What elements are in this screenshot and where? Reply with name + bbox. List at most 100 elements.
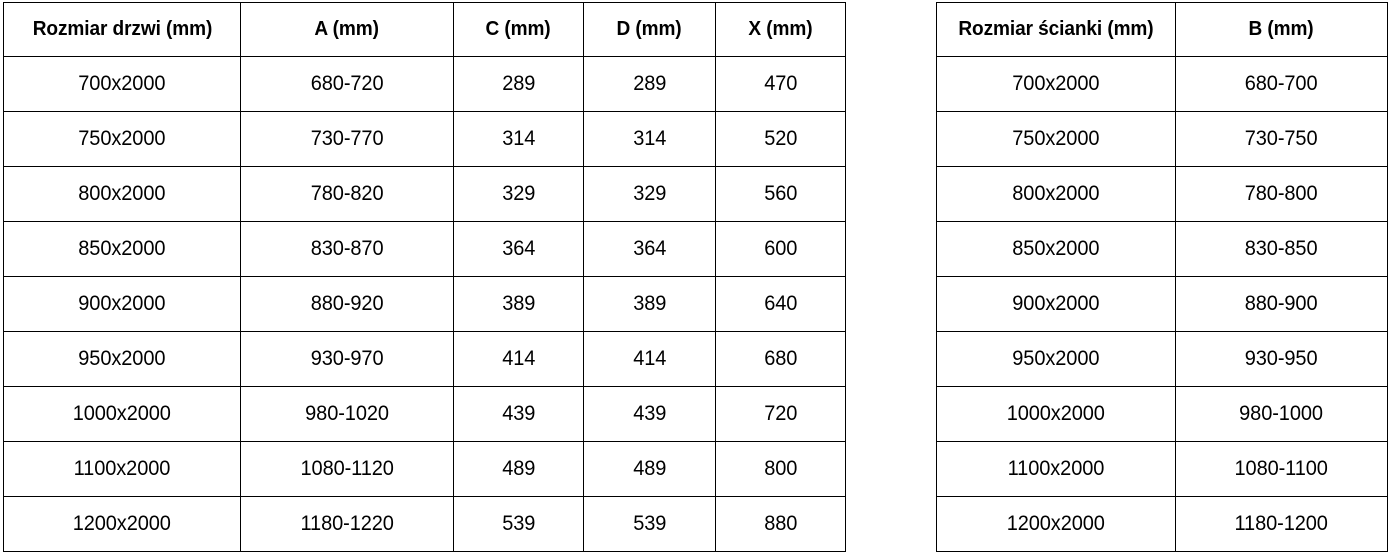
door-size-cell: 1100x2000 — [3, 441, 241, 497]
door-value-cell: 289 — [453, 56, 584, 112]
door-size-cell: 1000x2000 — [3, 386, 241, 442]
door-value-cell: 730-770 — [240, 111, 454, 167]
cell-value: 750x2000 — [1012, 126, 1100, 151]
cell-value: 560 — [763, 181, 798, 206]
door-table-head: Rozmiar drzwi (mm) A (mm) C (mm) D (mm) X (m… — [3, 2, 846, 57]
cell-value: 930-950 — [1245, 346, 1318, 371]
cell-value: 750x2000 — [78, 126, 166, 151]
door-value-cell: 880-920 — [240, 276, 454, 332]
cell-value: 1200x2000 — [72, 511, 172, 536]
table-row: 1100x2000 1080-1100 — [936, 441, 1388, 497]
cell-value: 600 — [763, 236, 798, 261]
door-value-cell: 800 — [715, 441, 846, 497]
door-table-body: 700x2000 680-720 289 289 470 750x2000 730-770 3… — [3, 56, 846, 552]
door-value-cell: 329 — [583, 166, 716, 222]
cell-value: 830-850 — [1245, 236, 1318, 261]
door-size-cell: 1200x2000 — [3, 496, 241, 552]
wall-size-cell: 1200x2000 — [936, 496, 1176, 552]
door-value-cell: 560 — [715, 166, 846, 222]
table-row: 950x2000 930-970 414 414 680 — [3, 331, 846, 387]
cell-value: 1180-1200 — [1234, 511, 1329, 536]
door-value-cell: 680 — [715, 331, 846, 387]
cell-value: 680 — [763, 346, 798, 371]
door-column-header: D (mm) — [583, 2, 716, 57]
cell-value: 414 — [501, 346, 536, 371]
column-header-label: D (mm) — [616, 17, 683, 41]
table-row: 750x2000 730-750 — [936, 111, 1388, 167]
cell-value: 364 — [632, 236, 667, 261]
door-column-header: C (mm) — [453, 2, 584, 57]
cell-value: 1100x2000 — [1007, 456, 1105, 481]
wall-size-cell: 800x2000 — [936, 166, 1176, 222]
door-value-cell: 489 — [453, 441, 584, 497]
wall-size-cell: 700x2000 — [936, 56, 1176, 112]
wall-size-cell: 850x2000 — [936, 221, 1176, 277]
cell-value: 680-700 — [1245, 71, 1318, 96]
table-row: 850x2000 830-870 364 364 600 — [3, 221, 846, 277]
column-header-label: B (mm) — [1248, 17, 1315, 41]
table-row: 850x2000 830-850 — [936, 221, 1388, 277]
cell-value: 880-920 — [310, 291, 384, 316]
cell-value: 414 — [632, 346, 667, 371]
cell-value: 470 — [763, 71, 798, 96]
table-header-row: Rozmiar ścianki (mm) B (mm) — [936, 2, 1388, 57]
wall-value-cell: 1080-1100 — [1175, 441, 1388, 497]
table-header-row: Rozmiar drzwi (mm) A (mm) C (mm) D (mm) X (m… — [3, 2, 846, 57]
cell-value: 1100x2000 — [73, 456, 171, 481]
cell-value: 520 — [763, 126, 798, 151]
wall-value-cell: 930-950 — [1175, 331, 1388, 387]
door-column-header: Rozmiar drzwi (mm) — [3, 2, 241, 57]
table-row: 700x2000 680-700 — [936, 56, 1388, 112]
door-value-cell: 414 — [453, 331, 584, 387]
cell-value: 950x2000 — [1012, 346, 1100, 371]
cell-value: 800 — [763, 456, 798, 481]
cell-value: 850x2000 — [78, 236, 166, 261]
door-value-cell: 880 — [715, 496, 846, 552]
door-value-cell: 720 — [715, 386, 846, 442]
table-row: 900x2000 880-900 — [936, 276, 1388, 332]
door-value-cell: 329 — [453, 166, 584, 222]
table-row: 1200x2000 1180-1220 539 539 880 — [3, 496, 846, 552]
cell-value: 800x2000 — [1012, 181, 1100, 206]
table-row: 1000x2000 980-1000 — [936, 386, 1388, 442]
cell-value: 800x2000 — [78, 181, 166, 206]
door-value-cell: 314 — [583, 111, 716, 167]
wall-column-header: B (mm) — [1175, 2, 1388, 57]
cell-value: 329 — [501, 181, 536, 206]
wall-size-cell: 750x2000 — [936, 111, 1176, 167]
door-value-cell: 489 — [583, 441, 716, 497]
cell-value: 700x2000 — [78, 71, 166, 96]
door-value-cell: 1180-1220 — [240, 496, 454, 552]
cell-value: 329 — [632, 181, 667, 206]
cell-value: 730-770 — [310, 126, 384, 151]
table-row: 750x2000 730-770 314 314 520 — [3, 111, 846, 167]
door-value-cell: 314 — [453, 111, 584, 167]
table-row: 1100x2000 1080-1120 489 489 800 — [3, 441, 846, 497]
cell-value: 930-970 — [310, 346, 384, 371]
door-size-cell: 950x2000 — [3, 331, 241, 387]
table-row: 800x2000 780-800 — [936, 166, 1388, 222]
cell-value: 439 — [501, 401, 536, 426]
wall-column-header: Rozmiar ścianki (mm) — [936, 2, 1176, 57]
door-value-cell: 780-820 — [240, 166, 454, 222]
door-value-cell: 539 — [583, 496, 716, 552]
table-row: 800x2000 780-820 329 329 560 — [3, 166, 846, 222]
door-value-cell: 389 — [453, 276, 584, 332]
door-size-cell: 850x2000 — [3, 221, 241, 277]
cell-value: 489 — [632, 456, 667, 481]
cell-value: 1000x2000 — [1006, 401, 1106, 426]
cell-value: 1000x2000 — [72, 401, 172, 426]
cell-value: 980-1000 — [1239, 401, 1324, 426]
cell-value: 289 — [501, 71, 536, 96]
cell-value: 850x2000 — [1012, 236, 1100, 261]
door-value-cell: 439 — [583, 386, 716, 442]
table-row: 700x2000 680-720 289 289 470 — [3, 56, 846, 112]
cell-value: 364 — [501, 236, 536, 261]
cell-value: 900x2000 — [1012, 291, 1100, 316]
table-row: 900x2000 880-920 389 389 640 — [3, 276, 846, 332]
cell-value: 950x2000 — [78, 346, 166, 371]
wall-table-body: 700x2000 680-700 750x2000 730-750 800x2000 78… — [936, 56, 1388, 552]
cell-value: 1200x2000 — [1006, 511, 1106, 536]
wall-size-cell: 1100x2000 — [936, 441, 1176, 497]
